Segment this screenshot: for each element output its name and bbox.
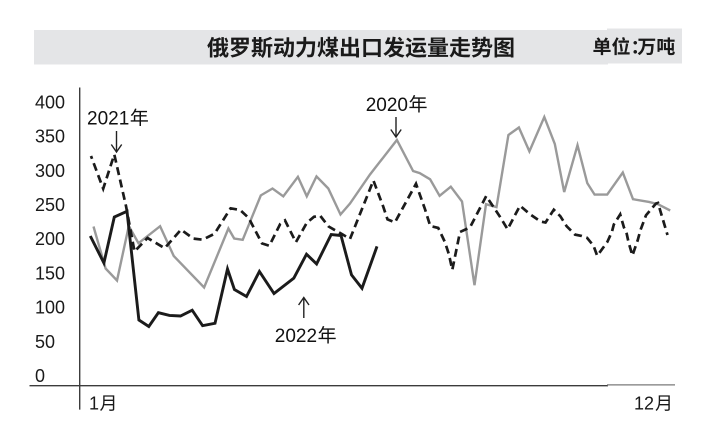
svg-text:300: 300 xyxy=(35,161,65,181)
svg-text:2021: 2021 xyxy=(87,109,129,130)
svg-text:2022: 2022 xyxy=(275,326,317,347)
svg-text:2020: 2020 xyxy=(366,95,408,116)
svg-text:350: 350 xyxy=(35,127,65,147)
svg-text:100: 100 xyxy=(35,298,65,318)
svg-text:12: 12 xyxy=(634,394,654,414)
svg-text:200: 200 xyxy=(35,229,65,249)
svg-text:150: 150 xyxy=(35,263,65,283)
svg-text:0: 0 xyxy=(35,366,45,386)
svg-text:250: 250 xyxy=(35,195,65,215)
svg-text:1: 1 xyxy=(89,394,99,414)
svg-text:50: 50 xyxy=(35,332,55,352)
svg-text:400: 400 xyxy=(35,92,65,112)
